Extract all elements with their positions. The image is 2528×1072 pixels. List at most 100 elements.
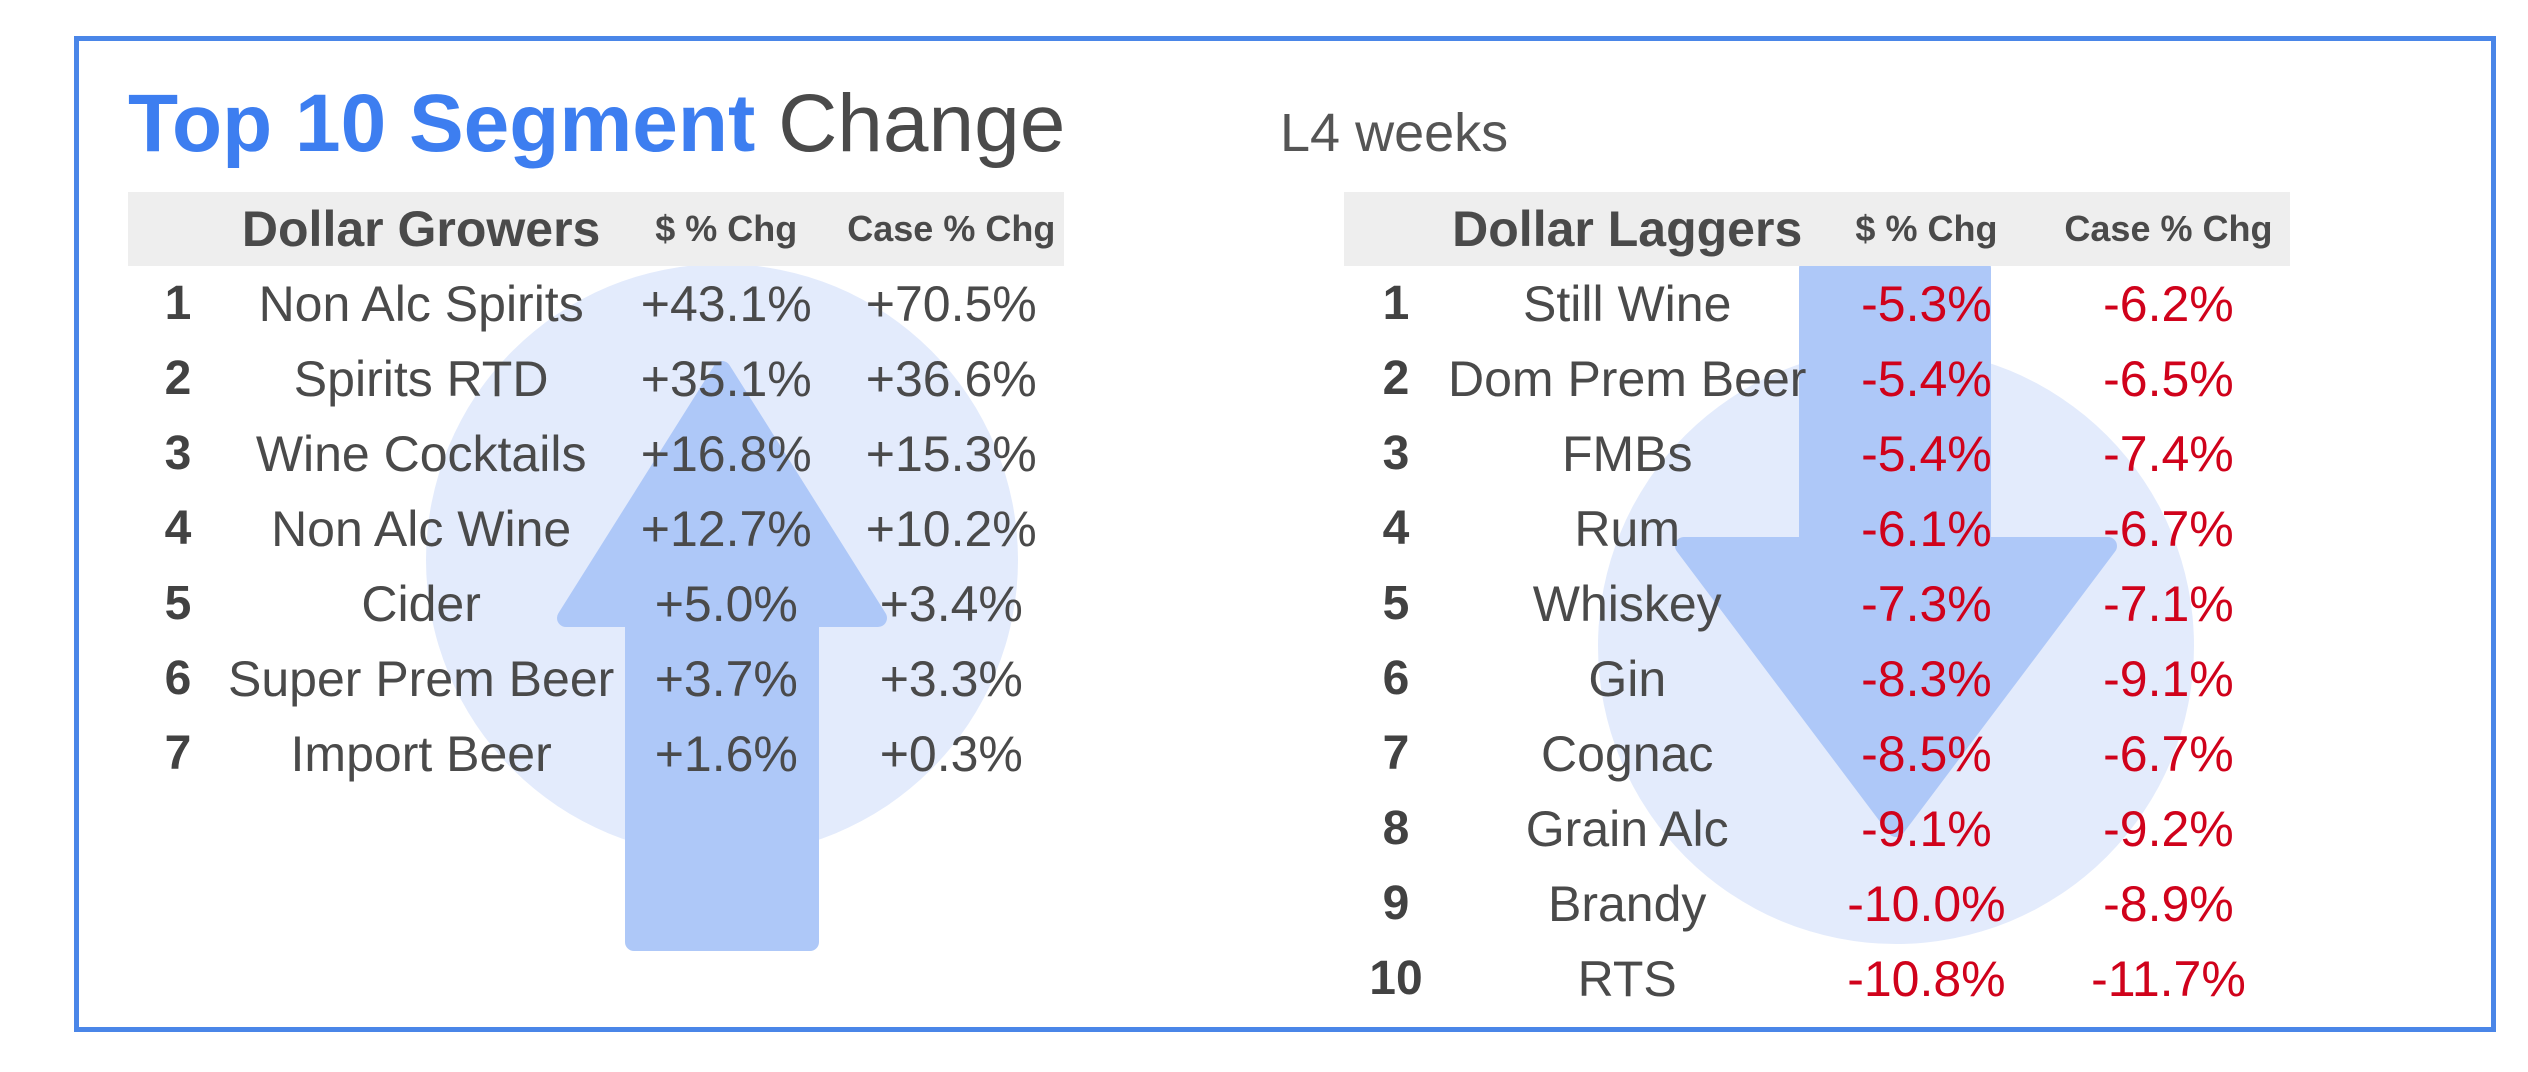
case-change-cell: -7.4% [2103, 425, 2234, 482]
rank-cell: 6 [1382, 652, 1410, 705]
rank-cell: 7 [1382, 727, 1410, 780]
segment-cell: Wine Cocktails [255, 425, 587, 482]
dollar-change-cell: +12.7% [640, 500, 812, 557]
title-highlight: Top 10 Segment [128, 78, 756, 169]
rank-cell: 5 [1382, 577, 1410, 630]
rank-header [1344, 192, 1448, 266]
table-row: 7 Import Beer +1.6% +0.3% [128, 716, 1064, 791]
segment-cell: Cognac [1541, 725, 1714, 782]
segment-cell: FMBs [1561, 425, 1693, 482]
arrow-down-icon [1675, 259, 2117, 837]
rank-header [128, 192, 228, 266]
segment-cell: Non Alc Wine [271, 500, 572, 557]
table-row: 4 Non Alc Wine +12.7% +10.2% [128, 491, 1064, 566]
table-row: 8 Grain Alc -9.1% -9.2% [1344, 791, 2290, 866]
case-change-cell: +3.4% [879, 575, 1023, 632]
segment-header: Dollar Growers [241, 201, 601, 257]
segment-cell: Grain Alc [1525, 800, 1729, 857]
title-rest: Change [778, 78, 1066, 169]
dollar-change-cell: -8.3% [1861, 650, 1992, 707]
case-change-cell: -7.1% [2103, 575, 2234, 632]
case-change-cell: +36.6% [865, 350, 1037, 407]
period-label: L4 weeks [1280, 103, 1509, 163]
table-row: 5 Cider +5.0% +3.4% [128, 566, 1064, 641]
segment-cell: Still Wine [1523, 275, 1732, 332]
case-change-cell: -8.9% [2103, 875, 2234, 932]
rank-cell: 3 [1382, 427, 1410, 480]
segment-cell: Dom Prem Beer [1448, 350, 1807, 407]
dollar-change-cell: +16.8% [640, 425, 812, 482]
table-header-row: Dollar Growers $ % Chg Case % Chg [128, 192, 1065, 266]
case-change-cell: +3.3% [879, 650, 1023, 707]
dollar-change-cell: +5.0% [654, 575, 798, 632]
page-title: Top 10 Segment Change [128, 76, 1065, 172]
case-change-cell: -9.1% [2103, 650, 2234, 707]
table-row: 3 Wine Cocktails +16.8% +15.3% [128, 416, 1064, 491]
growers-table: Dollar Growers $ % Chg Case % Chg 1 Non … [128, 192, 1065, 791]
table-row: 7 Cognac -8.5% -6.7% [1344, 716, 2290, 791]
dollar-change-header: $ % Chg [655, 208, 798, 249]
segment-cell: Non Alc Spirits [258, 275, 584, 332]
dollar-change-cell: -8.5% [1861, 725, 1992, 782]
case-change-cell: -6.5% [2103, 350, 2234, 407]
dollar-change-cell: -9.1% [1861, 800, 1992, 857]
case-change-cell: -11.7% [2091, 950, 2246, 1007]
report-frame [74, 36, 2496, 1032]
table-row: 10 RTS -10.8% -11.7% [1344, 941, 2290, 1016]
rank-cell: 10 [1369, 952, 1423, 1005]
segment-cell: Super Prem Beer [228, 650, 615, 707]
dollar-change-cell: -7.3% [1861, 575, 1992, 632]
case-change-cell: -6.7% [2103, 725, 2234, 782]
rank-cell: 4 [164, 502, 192, 555]
table-row: 1 Non Alc Spirits +43.1% +70.5% [128, 266, 1064, 341]
segment-cell: RTS [1577, 950, 1677, 1007]
table-row: 6 Super Prem Beer +3.7% +3.3% [128, 641, 1064, 716]
arrow-up-icon [557, 361, 887, 951]
dollar-change-cell: -5.4% [1861, 350, 1992, 407]
dollar-change-cell: -5.4% [1861, 425, 1992, 482]
rank-cell: 2 [164, 352, 192, 405]
case-change-cell: -9.2% [2103, 800, 2234, 857]
rank-cell: 1 [164, 277, 192, 330]
case-change-header: Case % Chg [2064, 208, 2273, 249]
table-row: 6 Gin -8.3% -9.1% [1344, 641, 2290, 716]
rank-cell: 4 [1382, 502, 1410, 555]
case-change-header: Case % Chg [847, 208, 1056, 249]
segment-cell: Brandy [1548, 875, 1707, 932]
case-change-cell: -6.7% [2103, 500, 2234, 557]
table-row: 9 Brandy -10.0% -8.9% [1344, 866, 2290, 941]
segment-cell: Whiskey [1532, 575, 1722, 632]
case-change-cell: +70.5% [865, 275, 1037, 332]
rank-cell: 7 [164, 727, 192, 780]
table-row: 2 Dom Prem Beer -5.4% -6.5% [1344, 341, 2290, 416]
dollar-change-cell: -6.1% [1861, 500, 1992, 557]
laggers-table: Dollar Laggers $ % Chg Case % Chg 1 Stil… [1344, 192, 2291, 1016]
segment-cell: Cider [361, 575, 481, 632]
table-row: 5 Whiskey -7.3% -7.1% [1344, 566, 2290, 641]
table-row: 1 Still Wine -5.3% -6.2% [1344, 266, 2290, 341]
table-header-row: Dollar Laggers $ % Chg Case % Chg [1344, 192, 2291, 266]
dollar-change-header: $ % Chg [1855, 208, 1998, 249]
rank-cell: 3 [164, 427, 192, 480]
segment-cell: Rum [1574, 500, 1680, 557]
dollar-change-cell: +3.7% [654, 650, 798, 707]
segment-header: Dollar Laggers [1452, 201, 1803, 257]
rank-cell: 6 [164, 652, 192, 705]
dollar-change-cell: -10.8% [1847, 950, 2006, 1007]
case-change-cell: -6.2% [2103, 275, 2234, 332]
table-row: 2 Spirits RTD +35.1% +36.6% [128, 341, 1064, 416]
rank-cell: 5 [164, 577, 192, 630]
rank-cell: 1 [1382, 277, 1410, 330]
rank-cell: 8 [1382, 802, 1410, 855]
rank-cell: 2 [1382, 352, 1410, 405]
case-change-cell: +0.3% [879, 725, 1023, 782]
case-change-cell: +10.2% [865, 500, 1037, 557]
segment-cell: Spirits RTD [293, 350, 549, 407]
dollar-change-cell: +1.6% [654, 725, 798, 782]
case-change-cell: +15.3% [865, 425, 1037, 482]
dollar-change-cell: -10.0% [1847, 875, 2006, 932]
rank-cell: 9 [1382, 877, 1410, 930]
table-row: 4 Rum -6.1% -6.7% [1344, 491, 2290, 566]
dollar-change-cell: +35.1% [640, 350, 812, 407]
